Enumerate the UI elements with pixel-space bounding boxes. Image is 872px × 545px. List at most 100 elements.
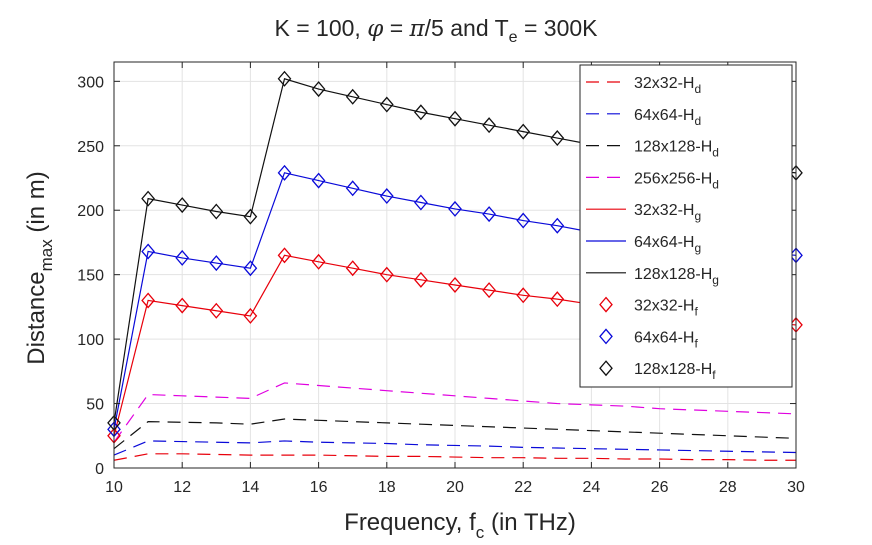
data-point-32x32-hf xyxy=(516,287,531,304)
data-point-32x32-hf xyxy=(243,307,258,324)
data-point-64x64-hf xyxy=(379,188,394,205)
legend-label-main: 64x64-H xyxy=(634,234,694,251)
x-axis-label-sub: c xyxy=(476,523,485,542)
legend-item-64x64-hd: 64x64-Hd xyxy=(586,107,701,128)
legend-item-64x64-hf: 64x64-Hf xyxy=(599,328,698,350)
legend-label-sub: f xyxy=(694,336,698,350)
data-point-128x128-hf xyxy=(448,110,462,127)
legend-label: 64x64-Hg xyxy=(634,234,701,255)
legend-label-sub: d xyxy=(694,82,701,96)
legend-label-main: 128x128-H xyxy=(634,139,712,156)
data-point-64x64-hf xyxy=(482,206,496,223)
legend-label: 256x256-Hd xyxy=(634,170,719,191)
legend-box xyxy=(579,64,793,388)
x-tick-label: 24 xyxy=(583,479,601,496)
chart-title: K = 100, φ = π/5 and Te = 300K xyxy=(275,15,599,46)
y-tick-label: 100 xyxy=(77,332,104,349)
data-point-128x128-hf xyxy=(175,197,190,214)
data-point-32x32-hf xyxy=(141,292,155,309)
x-axis-label-suffix: (in THz) xyxy=(484,509,576,536)
x-tick-label: 26 xyxy=(651,479,669,496)
series-256x256-hd xyxy=(113,382,797,443)
x-tick-label: 22 xyxy=(514,479,532,496)
data-point-32x32-hf xyxy=(209,302,224,319)
title-suffix: = 300K xyxy=(518,15,599,41)
y-tick-label: 300 xyxy=(77,74,104,91)
data-point-64x64-hf xyxy=(516,212,531,229)
legend-item-128x128-hd: 128x128-Hd xyxy=(586,139,719,160)
legend-item-64x64-hg: 64x64-Hg xyxy=(586,234,701,255)
x-tick-label: 16 xyxy=(310,479,328,496)
legend-label: 32x32-Hf xyxy=(634,298,698,319)
legend-item-128x128-hg: 128x128-Hg xyxy=(586,266,719,287)
x-tick-label: 14 xyxy=(242,479,260,496)
legend: 32x32-Hd64x64-Hd128x128-Hd256x256-Hd32x3… xyxy=(579,64,793,388)
data-point-64x64-hf xyxy=(175,249,190,266)
legend-label-main: 128x128-H xyxy=(634,361,712,378)
data-point-128x128-hf xyxy=(516,123,531,140)
series-line-64x64-hd xyxy=(113,440,797,456)
data-point-128x128-hf xyxy=(379,96,394,113)
y-tick-label: 150 xyxy=(77,268,104,285)
legend-label-sub: f xyxy=(694,305,698,319)
legend-item-256x256-hd: 256x256-Hd xyxy=(586,170,719,191)
data-point-32x32-hf xyxy=(175,297,190,314)
legend-label: 128x128-Hd xyxy=(634,139,719,160)
data-point-32x32-hf xyxy=(379,266,394,283)
data-point-32x32-hf xyxy=(345,260,360,277)
title-equals: = xyxy=(383,15,409,41)
legend-label-sub: g xyxy=(712,273,719,287)
legend-label-sub: d xyxy=(712,177,719,191)
title-pi-symbol: π xyxy=(409,16,426,42)
legend-label: 128x128-Hf xyxy=(634,361,716,382)
title-prefix: K = 100, xyxy=(275,15,368,41)
data-point-64x64-hf xyxy=(345,180,360,197)
legend-item-128x128-hf: 128x128-Hf xyxy=(599,360,716,382)
data-point-64x64-hf xyxy=(141,243,155,260)
legend-label: 32x32-Hd xyxy=(634,75,701,96)
legend-label-sub: g xyxy=(694,209,701,223)
x-tick-label: 28 xyxy=(719,479,737,496)
title-phi-symbol: φ xyxy=(367,16,384,42)
legend-label-sub: d xyxy=(712,146,719,160)
legend-item-32x32-hf: 32x32-Hf xyxy=(599,296,698,319)
legend-item-32x32-hg: 32x32-Hg xyxy=(586,202,701,223)
legend-label-sub: g xyxy=(694,241,701,255)
series-line-32x32-hd xyxy=(113,453,796,461)
y-tick-label: 50 xyxy=(86,397,104,414)
y-axis-label-suffix: (in m) xyxy=(23,171,50,239)
legend-item-32x32-hd: 32x32-Hd xyxy=(586,75,701,96)
legend-swatch-diamond xyxy=(599,328,613,345)
data-point-128x128-hf xyxy=(141,190,155,207)
legend-label-main: 64x64-H xyxy=(634,329,694,346)
legend-label: 32x32-Hg xyxy=(634,202,701,223)
data-point-128x128-hf xyxy=(482,117,496,134)
title-mid: /5 and T xyxy=(425,15,509,41)
legend-label-main: 32x32-H xyxy=(634,75,694,92)
data-point-32x32-hf xyxy=(414,271,428,288)
data-point-128x128-hf xyxy=(550,130,565,147)
y-axis-label: Distancemax (in m) xyxy=(23,171,56,365)
y-tick-label: 200 xyxy=(77,203,104,220)
x-tick-label: 12 xyxy=(173,479,191,496)
x-tick-label: 30 xyxy=(787,479,805,496)
y-axis-label-sub: max xyxy=(37,239,56,272)
legend-label-sub: f xyxy=(712,368,716,382)
data-point-32x32-hf xyxy=(550,291,565,308)
series-line-128x128-hd xyxy=(113,418,797,450)
legend-label: 64x64-Hf xyxy=(634,329,698,350)
title-subscript: e xyxy=(509,29,518,46)
legend-swatch-diamond xyxy=(599,360,613,377)
data-point-64x64-hf xyxy=(277,164,292,181)
legend-label-main: 32x32-H xyxy=(634,298,694,315)
series-line-256x256-hd xyxy=(113,382,797,443)
data-point-64x64-hf xyxy=(448,200,462,217)
data-point-128x128-hf xyxy=(277,70,292,87)
legend-label-main: 32x32-H xyxy=(634,202,694,219)
data-point-64x64-hf xyxy=(311,172,326,189)
y-tick-label: 250 xyxy=(77,139,104,156)
x-axis-label: Frequency, fc (in THz) xyxy=(344,509,576,542)
data-point-32x32-hf xyxy=(311,253,326,270)
data-point-128x128-hf xyxy=(414,104,428,121)
